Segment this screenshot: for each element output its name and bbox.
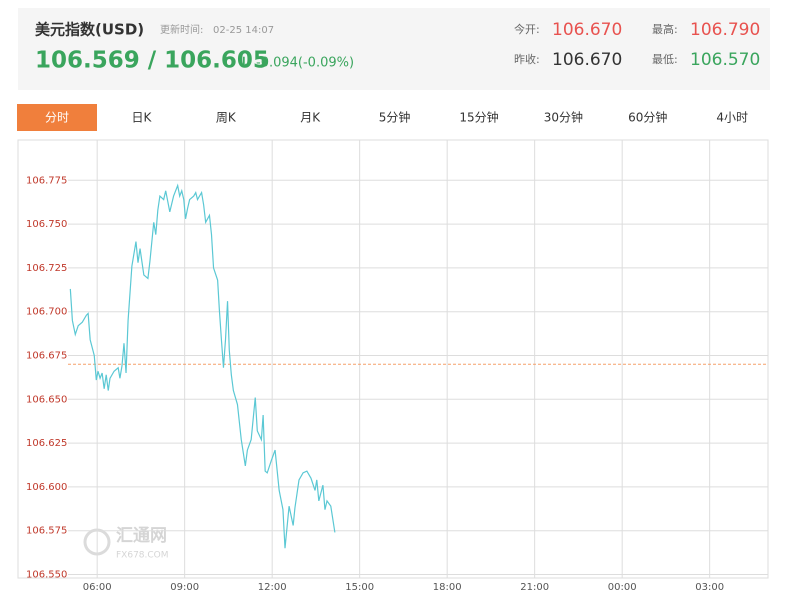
watermark-name: 汇通网 [116,526,167,546]
stat-label: 昨收: [514,52,540,66]
stat-label: 今开: [514,22,540,36]
x-tick-label: 00:00 [608,582,637,593]
y-tick-label: 106.775 [26,175,67,186]
x-tick-label: 18:00 [433,582,462,593]
tab[interactable]: 60分钟 [628,110,667,125]
x-tick-label: 09:00 [170,582,199,593]
stat-value: 106.670 [552,20,622,40]
change: -0.094(-0.09%) [256,56,354,71]
tab[interactable]: 4小时 [716,111,748,125]
update-label: 更新时间: [160,23,203,36]
y-tick-label: 106.675 [26,350,67,361]
price-line [69,183,336,549]
tab[interactable]: 5分钟 [379,110,411,125]
tab[interactable]: 月K [300,111,321,125]
arrow: ↓ [238,55,250,71]
price: 106.569 / 106.605 [35,48,269,74]
y-tick-label: 106.575 [26,526,67,537]
x-tick-label: 15:00 [345,582,374,593]
stat-label: 最低: [652,53,678,66]
tab[interactable]: 周K [216,111,237,125]
header-panel [18,8,770,90]
stat-label: 最高: [652,22,678,36]
tab-active-bg [17,104,97,131]
x-tick-label: 12:00 [258,582,287,593]
y-tick-label: 106.700 [26,307,67,318]
stat-value: 106.790 [690,20,760,40]
stat-value: 106.670 [552,50,622,70]
stat-value: 106.570 [690,50,760,70]
y-tick-label: 106.650 [26,394,67,405]
y-tick-label: 106.600 [26,482,67,493]
y-tick-label: 106.750 [26,219,67,230]
plot-border [17,139,769,579]
y-tick-label: 106.550 [26,569,67,580]
tab[interactable]: 15分钟 [459,110,498,125]
tab[interactable]: 分时 [45,111,69,125]
y-tick-label: 106.725 [26,263,67,274]
x-tick-label: 06:00 [83,582,112,593]
x-tick-label: 21:00 [520,582,549,593]
y-tick-label: 106.625 [26,438,67,449]
update-time: 02-25 14:07 [213,25,274,36]
title: 美元指数(USD) [35,21,144,39]
watermark-site: FX678.COM [116,551,169,561]
tab[interactable]: 30分钟 [544,110,583,125]
x-tick-label: 03:00 [695,582,724,593]
tab[interactable]: 日K [131,111,152,125]
